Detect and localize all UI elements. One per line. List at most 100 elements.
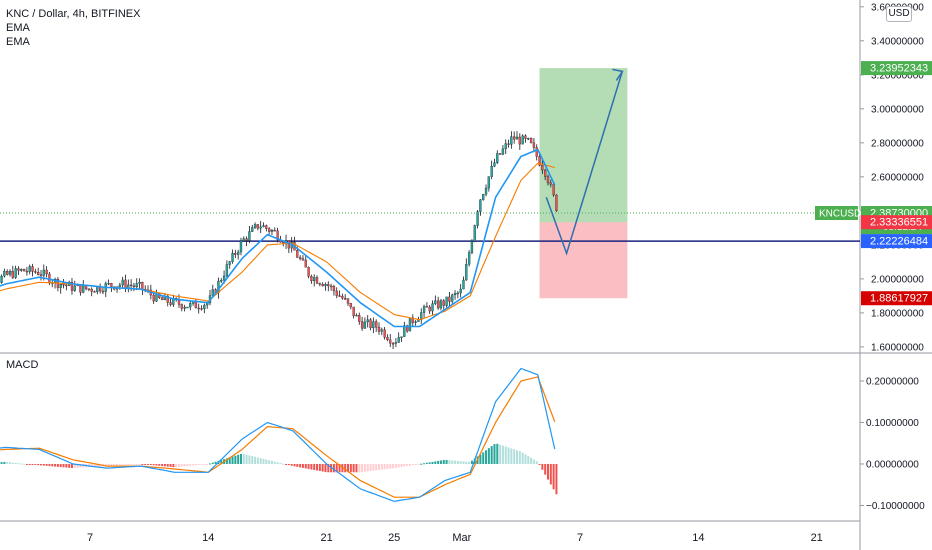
- histogram-bar: [341, 463, 344, 473]
- candle-body: [20, 269, 23, 271]
- histogram-bar: [214, 461, 217, 464]
- histogram-bar: [130, 463, 133, 465]
- histogram-bar: [116, 463, 119, 466]
- histogram-bar: [155, 463, 158, 466]
- histogram-bar: [439, 460, 442, 464]
- candle-body: [532, 142, 536, 148]
- histogram-bar: [403, 463, 406, 467]
- candle-body: [538, 156, 541, 166]
- candle: [270, 228, 274, 236]
- macd-indicator-label[interactable]: MACD: [6, 359, 39, 371]
- histogram-bar: [118, 463, 121, 466]
- histogram-bar: [546, 463, 549, 480]
- currency-button[interactable]: USD: [886, 6, 912, 22]
- candle-body: [234, 252, 237, 255]
- price-tick-label: 1.80000000: [871, 308, 924, 319]
- time-tick-label: 25: [388, 532, 400, 544]
- candle-body: [349, 303, 352, 308]
- histogram-bar: [62, 463, 65, 468]
- candle-body: [70, 281, 74, 291]
- candle-body: [135, 283, 138, 288]
- price-label-box: [861, 234, 932, 249]
- histogram-bar: [39, 463, 42, 466]
- candle: [318, 282, 321, 287]
- symbol-title: KNC / Dollar, 4h, BITFINEX: [6, 8, 141, 20]
- histogram-bar: [324, 463, 327, 473]
- ema-indicator-label-1[interactable]: EMA: [6, 22, 30, 34]
- histogram-bar: [273, 461, 276, 464]
- candle: [298, 255, 302, 261]
- candle: [408, 317, 412, 332]
- histogram-bar: [535, 461, 538, 464]
- histogram-bar: [530, 457, 533, 464]
- candle: [482, 193, 485, 201]
- candle: [200, 305, 203, 311]
- histogram-bar: [445, 459, 448, 464]
- macd-tick-label: 0.20000000: [866, 376, 919, 387]
- candle: [394, 338, 398, 348]
- histogram-bar: [194, 463, 197, 466]
- candle-body: [118, 284, 122, 287]
- candle: [400, 336, 403, 342]
- candle-body: [453, 293, 457, 296]
- candle-body: [79, 284, 82, 293]
- histogram-bar: [138, 463, 141, 465]
- candle: [507, 139, 510, 148]
- candle-body: [194, 301, 198, 309]
- candle-body: [391, 343, 395, 345]
- candle-body: [222, 275, 226, 281]
- histogram-bar: [513, 449, 516, 464]
- candle-body: [544, 169, 547, 177]
- candle-body: [315, 277, 319, 284]
- candle: [425, 302, 429, 308]
- candle: [228, 261, 231, 269]
- candle: [6, 269, 9, 276]
- histogram-bar: [538, 463, 541, 465]
- candle-body: [527, 138, 530, 140]
- candle: [479, 199, 482, 216]
- candle-body: [59, 284, 62, 288]
- candle: [121, 276, 124, 288]
- candle: [535, 144, 538, 161]
- candle-body: [82, 284, 85, 293]
- candle: [20, 268, 23, 272]
- candle-body: [132, 285, 136, 288]
- candle: [518, 133, 521, 150]
- candle-body: [467, 252, 471, 265]
- candle-body: [400, 336, 403, 338]
- price-label-box: [861, 215, 932, 230]
- histogram-bar: [51, 463, 54, 467]
- candle-body: [555, 194, 558, 211]
- histogram-bar: [521, 452, 524, 464]
- histogram-bar: [59, 463, 62, 468]
- candle: [470, 239, 474, 255]
- candle-body: [552, 184, 555, 196]
- candle-body: [6, 271, 9, 275]
- histogram-bar: [14, 462, 17, 464]
- histogram-bar: [3, 461, 6, 464]
- candle: [403, 321, 406, 337]
- candle: [352, 306, 355, 319]
- candle: [8, 269, 12, 277]
- histogram-bar: [524, 454, 527, 464]
- candle: [329, 283, 333, 291]
- histogram-bar: [104, 463, 107, 467]
- candle: [515, 131, 519, 140]
- candle: [197, 303, 200, 314]
- macd-histogram: [0, 443, 558, 495]
- candle: [386, 334, 389, 342]
- histogram-bar: [420, 463, 423, 465]
- candle: [529, 137, 533, 144]
- histogram-bar: [248, 455, 251, 464]
- candle: [346, 298, 350, 307]
- candle-body: [360, 321, 364, 329]
- candle: [532, 138, 536, 153]
- price-label-box: [861, 61, 932, 76]
- candle: [414, 320, 417, 326]
- candle: [132, 282, 136, 292]
- ema-indicator-label-2[interactable]: EMA: [6, 36, 30, 48]
- histogram-bar: [68, 463, 71, 468]
- candle: [37, 267, 40, 276]
- histogram-bar: [372, 463, 375, 471]
- histogram-bar: [186, 463, 189, 467]
